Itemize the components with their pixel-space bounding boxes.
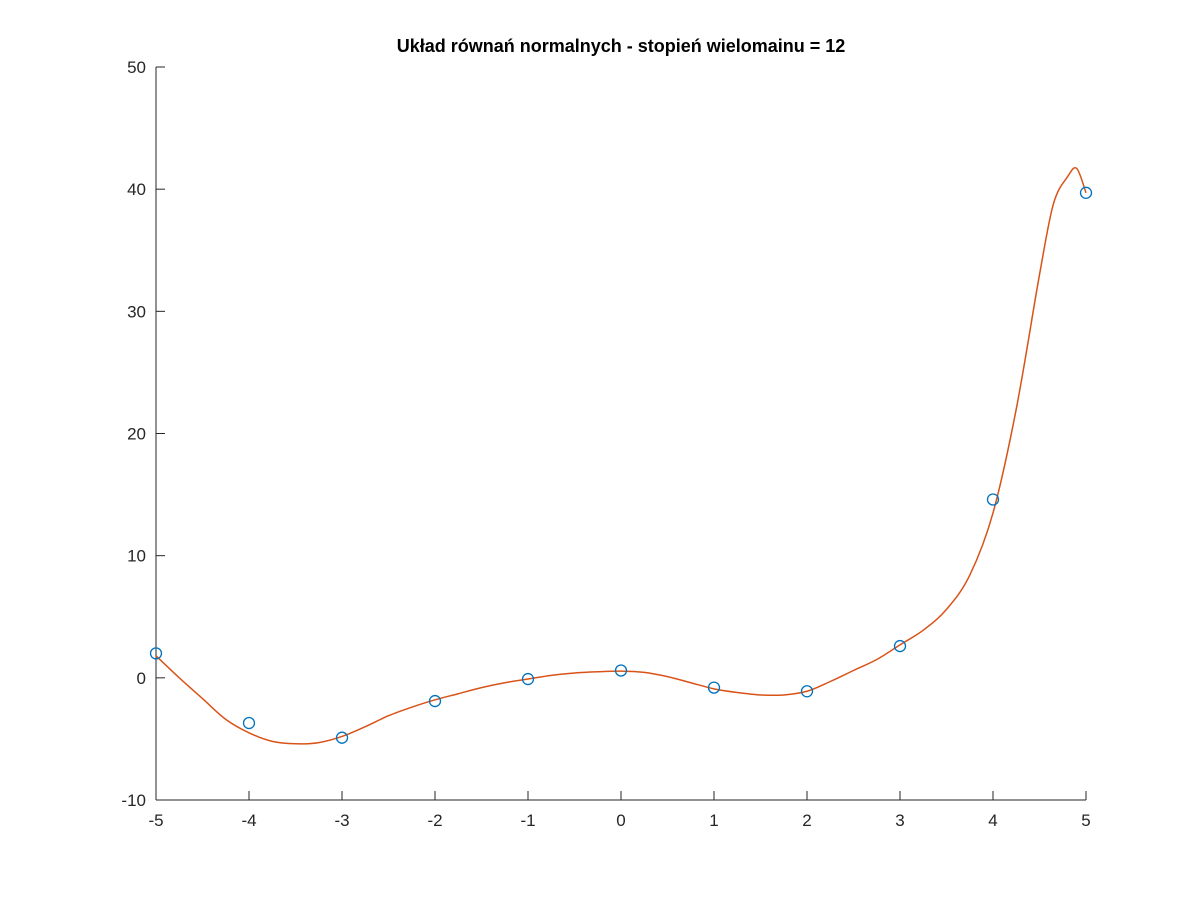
x-tick-label: 5 bbox=[1081, 811, 1090, 830]
data-point bbox=[149, 647, 163, 660]
x-tick-label: 1 bbox=[709, 811, 718, 830]
chart-title: Układ równań normalnych - stopień wielom… bbox=[397, 36, 846, 56]
data-point bbox=[986, 493, 1000, 506]
data-point bbox=[707, 681, 721, 694]
y-tick-label: 0 bbox=[137, 669, 146, 688]
data-point bbox=[521, 672, 535, 686]
data-point bbox=[893, 639, 907, 653]
x-tick-label: 4 bbox=[988, 811, 997, 830]
y-tick-label: 20 bbox=[127, 425, 146, 444]
x-tick-label: -5 bbox=[148, 811, 163, 830]
data-point bbox=[335, 731, 349, 744]
x-tick-label: -1 bbox=[520, 811, 535, 830]
x-axis-ticks: -5 -4 -3 -2 -1 0 1 2 3 4 5 bbox=[148, 791, 1091, 830]
y-tick-label: 50 bbox=[127, 58, 146, 77]
data-point bbox=[614, 664, 628, 677]
data-point bbox=[800, 685, 814, 698]
axes bbox=[155, 67, 1086, 801]
y-tick-label: 30 bbox=[127, 302, 146, 321]
data-point bbox=[242, 716, 256, 730]
data-points bbox=[149, 186, 1093, 744]
data-point bbox=[1079, 186, 1093, 199]
x-tick-label: -3 bbox=[334, 811, 349, 830]
fit-curve-line bbox=[155, 167, 1087, 745]
y-tick-label: 10 bbox=[127, 547, 146, 566]
y-tick-label: -10 bbox=[121, 791, 146, 810]
x-tick-label: -4 bbox=[241, 811, 256, 830]
fit-curve bbox=[155, 167, 1087, 745]
data-point bbox=[428, 694, 442, 708]
x-tick-label: -2 bbox=[427, 811, 442, 830]
x-tick-label: 3 bbox=[895, 811, 904, 830]
y-axis-ticks: -10 0 10 20 30 40 50 bbox=[121, 58, 165, 810]
x-tick-label: 0 bbox=[616, 811, 625, 830]
y-tick-label: 40 bbox=[127, 180, 146, 199]
x-tick-label: 2 bbox=[802, 811, 811, 830]
